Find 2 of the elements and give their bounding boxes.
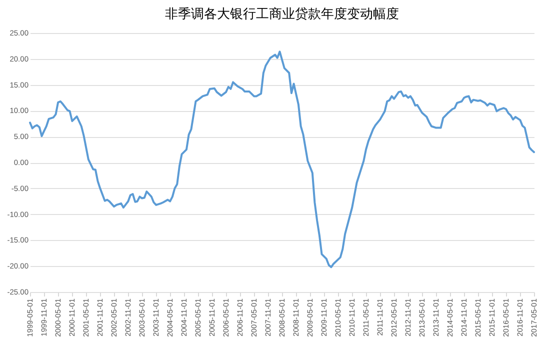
chart-title: 非季调各大银行工商业贷款年度变动幅度 [165, 6, 399, 22]
line-series [29, 50, 535, 268]
